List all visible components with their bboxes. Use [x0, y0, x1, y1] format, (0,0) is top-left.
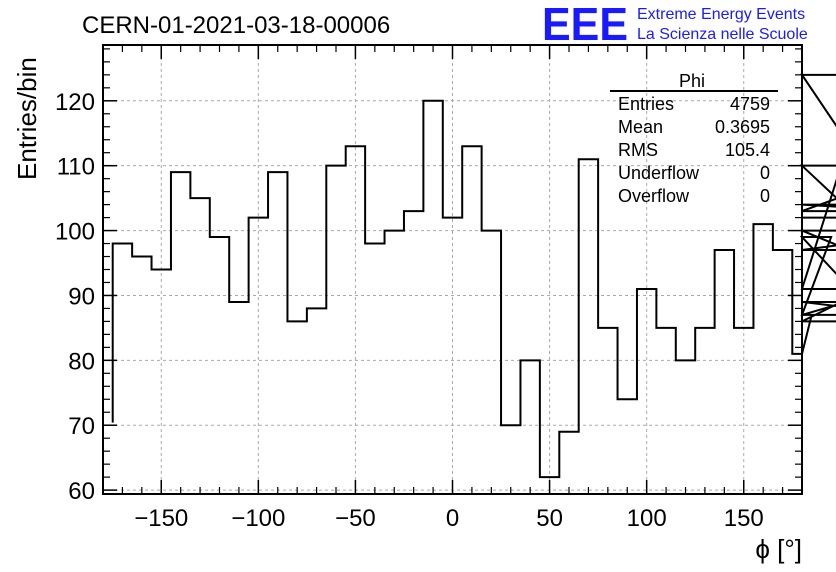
stats-label-mean: Mean [618, 117, 663, 137]
y-tick-label: 80 [68, 348, 95, 375]
stats-value-rms: 105.4 [725, 140, 770, 160]
y-tick-label: 90 [68, 283, 95, 310]
x-tick-label: 150 [724, 505, 764, 532]
stats-label-underflow: Underflow [618, 163, 700, 183]
run-title: CERN-01-2021-03-18-00006 [82, 12, 390, 39]
y-axis-label: Entries/bin [12, 57, 42, 180]
stats-value-entries: 4759 [730, 94, 770, 114]
axis-ticks [102, 45, 803, 494]
stats-title: Phi [679, 71, 705, 91]
stats-label-rms: RMS [618, 140, 658, 160]
x-tick-label: 100 [627, 505, 667, 532]
plot-frame [102, 44, 803, 495]
stats-label-entries: Entries [618, 94, 674, 114]
x-tick-label: −100 [231, 505, 285, 532]
x-tick-label: −50 [335, 505, 376, 532]
x-tick-label: 0 [446, 505, 459, 532]
stats-label-overflow: Overflow [618, 186, 690, 206]
logo-line-2: La Scienza nelle Scuole [637, 26, 808, 43]
stats-value-mean: 0.3695 [715, 117, 770, 137]
tick-labels: −150 −100 −50 0 50 100 150 60 70 80 90 100 110 120 [55, 89, 764, 532]
stats-box: Phi Entries 4759 Mean 0.3695 RMS 105.4 U… [610, 71, 778, 206]
y-tick-label: 60 [68, 478, 95, 505]
x-tick-label: 50 [536, 505, 563, 532]
stats-value-overflow: 0 [760, 186, 770, 206]
y-tick-label: 120 [55, 89, 95, 116]
y-tick-label: 100 [55, 219, 95, 246]
grid-lines [103, 45, 802, 494]
x-tick-label: −150 [134, 505, 188, 532]
logo-line-1: Extreme Energy Events [637, 6, 805, 23]
y-tick-label: 70 [68, 413, 95, 440]
stats-value-underflow: 0 [760, 163, 770, 183]
eee-logo: EEE [542, 0, 628, 50]
y-tick-label: 110 [57, 154, 95, 181]
x-axis-label: ϕ [°] [755, 534, 802, 564]
histogram-outline [111, 73, 836, 479]
